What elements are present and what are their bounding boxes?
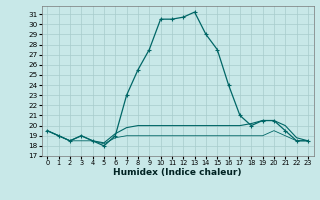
X-axis label: Humidex (Indice chaleur): Humidex (Indice chaleur) [113,168,242,177]
